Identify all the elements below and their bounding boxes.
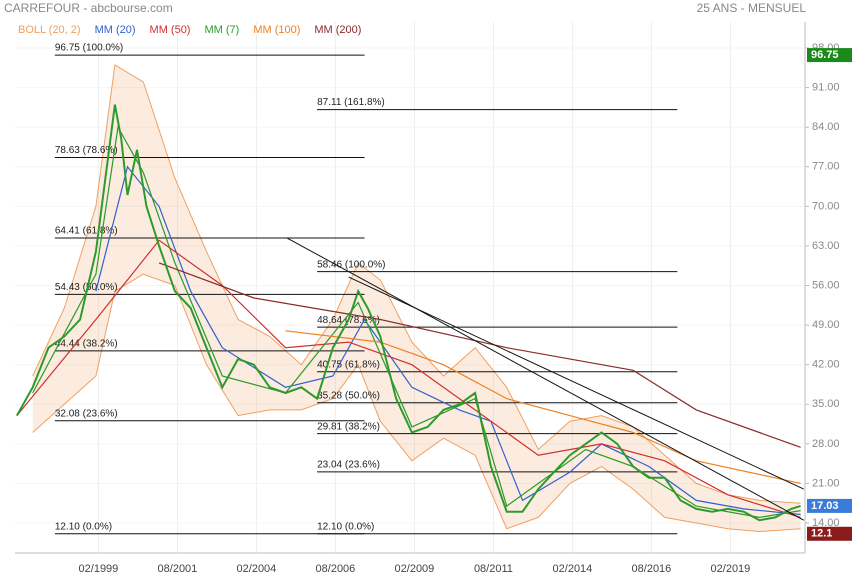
price-badge	[807, 48, 852, 63]
line-series	[32, 125, 801, 519]
x-tick-label: 02/2004	[237, 563, 277, 575]
y-tick-label: 49.00	[812, 319, 840, 331]
fib-label: 54.43 (50.0%)	[55, 282, 118, 293]
line-series	[158, 262, 801, 448]
y-tick-label: 77.00	[812, 161, 840, 173]
y-tick-label: 14.00	[812, 517, 840, 529]
fib-label: 58.46 (100.0%)	[317, 259, 385, 270]
fib-label: 40.75 (61.8%)	[317, 359, 380, 370]
y-tick-label: 35.00	[812, 398, 840, 410]
chart-title: CARREFOUR - abcbourse.com	[4, 1, 173, 15]
legend-entry: MM (50)	[150, 24, 191, 36]
trendline	[286, 237, 804, 521]
fib-label: 87.11 (161.8%)	[317, 97, 385, 108]
line-series	[95, 165, 801, 516]
legend-entry: MM (20)	[95, 24, 136, 36]
legend-entry: MM (7)	[204, 24, 239, 36]
fib-label: 23.04 (23.6%)	[317, 460, 380, 471]
bollinger-lower	[32, 273, 801, 533]
line-series	[16, 104, 801, 522]
y-tick-label: 28.00	[812, 438, 840, 450]
x-tick-label: 02/2019	[711, 563, 751, 575]
x-tick-label: 02/1999	[79, 563, 119, 575]
line-series	[16, 239, 801, 518]
fib-label: 96.75 (100.0%)	[55, 43, 123, 54]
y-tick-label: 21.00	[812, 477, 840, 489]
y-tick-label: 70.00	[812, 200, 840, 212]
x-tick-label: 02/2009	[395, 563, 435, 575]
legend-entry: BOLL (20, 2)	[18, 24, 81, 36]
period-label: 25 ANS - MENSUEL	[697, 1, 807, 15]
fib-label: 35.28 (50.0%)	[317, 390, 380, 401]
y-tick-label: 56.00	[812, 279, 840, 291]
fib-label: 29.81 (38.2%)	[317, 421, 380, 432]
bollinger-upper	[32, 64, 801, 504]
price-badge-label: 12.1	[811, 528, 832, 540]
x-tick-label: 08/2011	[474, 563, 513, 575]
legend-entry: MM (100)	[253, 24, 300, 36]
price-badge-label: 17.03	[811, 500, 839, 512]
price-badge	[807, 498, 852, 513]
y-tick-label: 42.00	[812, 359, 840, 371]
fib-label: 78.63 (78.6%)	[55, 145, 118, 156]
fib-label: 32.08 (23.6%)	[55, 408, 118, 419]
fib-label: 44.44 (38.2%)	[55, 339, 118, 350]
legend-entry: MM (200)	[314, 24, 361, 36]
fib-label: 12.10 (0.0%)	[317, 521, 374, 532]
x-tick-label: 08/2006	[316, 563, 356, 575]
fib-label: 12.10 (0.0%)	[55, 521, 112, 532]
y-tick-label: 63.00	[812, 240, 840, 252]
trendline	[348, 276, 804, 490]
price-badge-label: 96.75	[811, 49, 839, 61]
bollinger-band	[32, 65, 801, 532]
x-tick-label: 08/2016	[632, 563, 672, 575]
x-tick-label: 08/2001	[158, 563, 198, 575]
x-tick-label: 02/2014	[553, 563, 593, 575]
price-badge	[807, 526, 852, 541]
fib-label: 64.41 (61.8%)	[55, 226, 118, 237]
y-tick-label: 84.00	[812, 121, 840, 133]
y-tick-label: 91.00	[812, 82, 840, 94]
